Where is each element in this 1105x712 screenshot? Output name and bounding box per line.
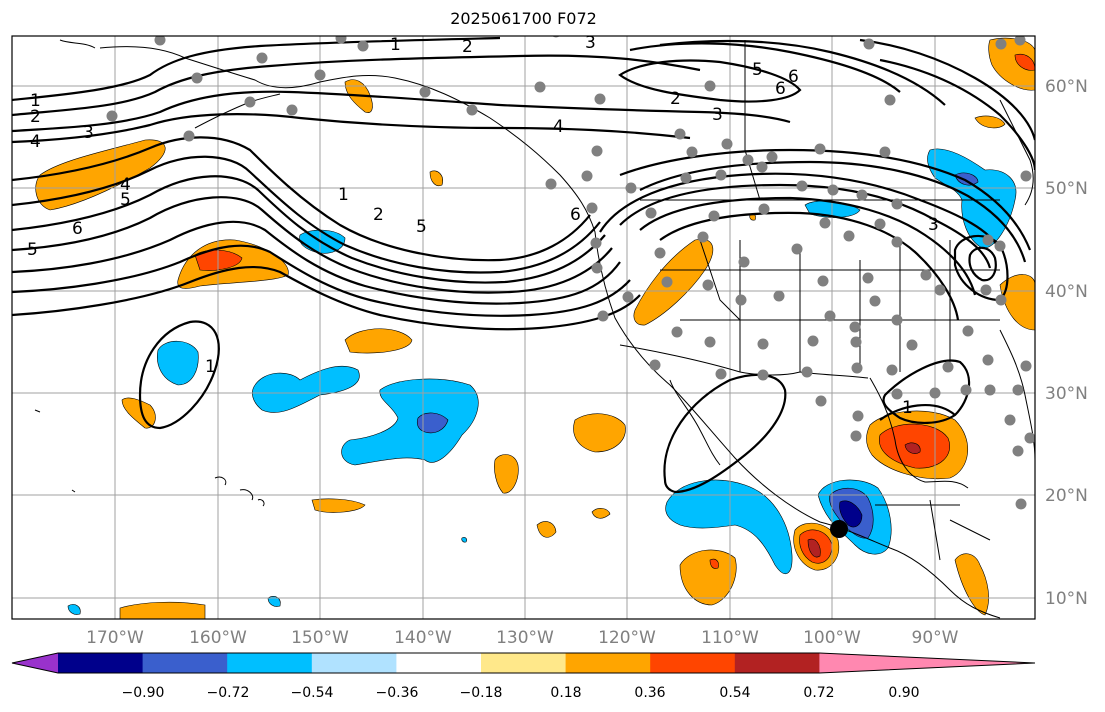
colorbar-segment (734, 653, 820, 673)
colorbar-segment (142, 653, 228, 673)
colorbar-tick-label: −0.90 (122, 685, 165, 701)
lon-tick-label: 110°W (701, 628, 759, 648)
lon-tick-label: 130°W (496, 628, 554, 648)
lon-tick-label: 170°W (86, 628, 144, 648)
coastlines (34, 39, 1035, 619)
contour-label: 5 (752, 60, 763, 80)
lat-tick-label: 60°N (1045, 77, 1088, 97)
contour-label: 3 (585, 33, 596, 53)
lon-axis-labels: 170°W 160°W 150°W 140°W 130°W 120°W 110°… (86, 628, 959, 648)
lon-tick-label: 100°W (803, 628, 861, 648)
lat-axis-labels: 60°N 50°N 40°N 30°N 20°N 10°N (1045, 77, 1088, 609)
contour-label: 5 (120, 190, 131, 210)
lon-tick-label: 160°W (189, 628, 247, 648)
map-area: 1 2 3 4 5 6 1 2 3 4 5 6 1 2 5 6 3 1 1 2 … (12, 33, 1035, 619)
contour-label: 6 (570, 205, 581, 225)
contour-label: 2 (670, 89, 681, 109)
colorbar-tick-labels: −0.90 −0.72 −0.54 −0.36 −0.18 0.18 0.36 … (122, 685, 920, 701)
lon-tick-label: 90°W (912, 628, 959, 648)
graticule (12, 36, 1035, 619)
contour-label: 6 (788, 67, 799, 87)
colorbar-tick-label: 0.18 (550, 685, 581, 701)
lon-tick-label: 150°W (291, 628, 349, 648)
contour-label: 1 (390, 35, 401, 55)
colorbar-segment (650, 653, 736, 673)
lon-tick-label: 140°W (394, 628, 452, 648)
lat-tick-label: 30°N (1045, 384, 1088, 404)
map-frame (11, 35, 1036, 620)
contour-label: 1 (30, 91, 41, 111)
colorbar-tick-label: −0.18 (460, 685, 503, 701)
lat-tick-label: 50°N (1045, 179, 1088, 199)
contour-label: 1 (902, 398, 913, 418)
colorbar-segment (227, 653, 313, 673)
contour-label: 1 (338, 185, 349, 205)
contour-label: 5 (27, 240, 38, 260)
contour-label: 4 (30, 132, 41, 152)
colorbar-segments (11, 652, 1036, 674)
contour-label: 3 (928, 215, 939, 235)
colorbar-tick-label: 0.36 (634, 685, 665, 701)
colorbar-tick-label: 0.72 (803, 685, 834, 701)
station-markers (106, 36, 1035, 510)
contour-label: 3 (712, 105, 723, 125)
contour-label: 6 (775, 79, 786, 99)
contour-label: 6 (72, 219, 83, 239)
contour-labels: 1 2 3 4 5 6 1 2 3 4 5 6 1 2 5 6 3 1 1 2 … (27, 33, 939, 418)
colorbar-segment (565, 653, 651, 673)
map-title: 2025061700 F072 (450, 9, 597, 28)
contour-label: 5 (416, 217, 427, 237)
colorbar-tick-label: −0.54 (291, 685, 334, 701)
contour-label: 3 (83, 123, 94, 143)
colorbar-extend-high (819, 653, 1035, 673)
colorbar-tick-label: −0.36 (376, 685, 419, 701)
contour-label: 2 (373, 205, 384, 225)
contour-lines (12, 36, 1035, 494)
contour-label: 2 (462, 37, 473, 57)
colorbar-segment (396, 653, 482, 673)
lat-tick-label: 10°N (1045, 589, 1088, 609)
location-marker (830, 520, 848, 538)
colorbar: −0.90 −0.72 −0.54 −0.36 −0.18 0.18 0.36 … (11, 652, 1036, 701)
colorbar-tick-label: −0.72 (207, 685, 250, 701)
colorbar-segment (481, 653, 567, 673)
contour-label: 4 (553, 117, 564, 137)
lon-tick-label: 120°W (598, 628, 656, 648)
colorbar-tick-label: 0.90 (888, 685, 919, 701)
lat-tick-label: 40°N (1045, 282, 1088, 302)
colorbar-segment (311, 653, 397, 673)
contour-label: 4 (120, 175, 131, 195)
contour-label: 1 (205, 357, 216, 377)
lat-tick-label: 20°N (1045, 486, 1088, 506)
colorbar-outline (11, 652, 1036, 674)
colorbar-extend-low (12, 653, 58, 673)
contour-label: 2 (30, 107, 41, 127)
colorbar-segment (58, 653, 144, 673)
colorbar-tick-label: 0.54 (719, 685, 750, 701)
